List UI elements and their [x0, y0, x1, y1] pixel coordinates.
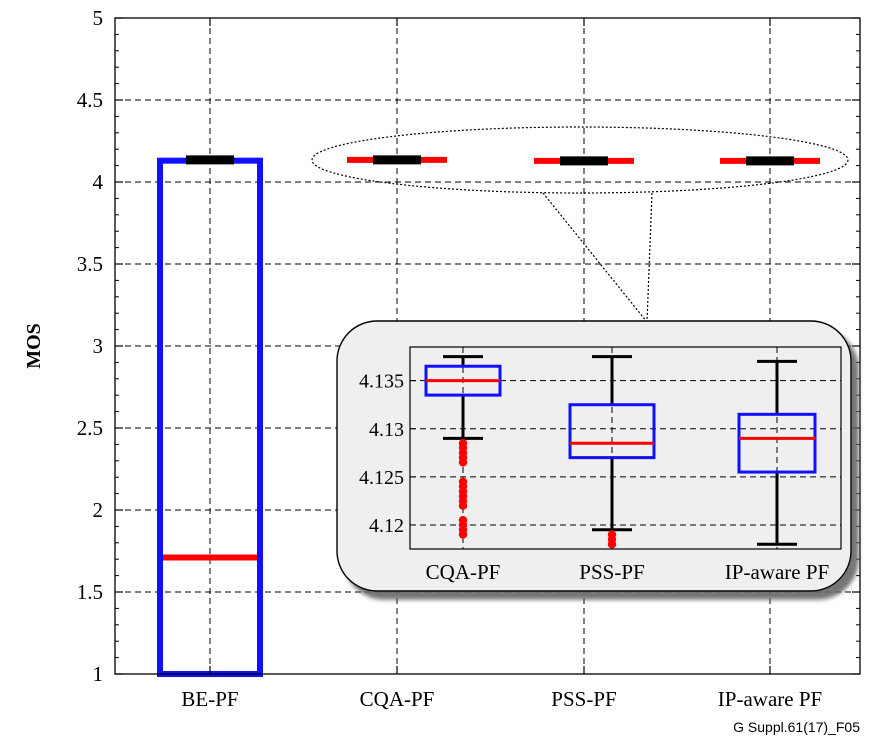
y-tick-label: 2.5	[77, 416, 103, 440]
inset-y-tick-label: 4.12	[369, 515, 404, 537]
y-tick-label: 3.5	[77, 252, 103, 276]
y-tick-label: 1.5	[77, 580, 103, 604]
inset-outlier-pss-pf	[607, 539, 617, 549]
inset-x-tick-label-ip-aware-pf: IP-aware PF	[725, 560, 829, 584]
inset-y-tick-label: 4.125	[359, 467, 404, 489]
x-tick-label-be-pf: BE-PF	[181, 687, 238, 711]
main-x-tick-labels: BE-PF CQA-PF PSS-PF IP-aware PF	[181, 687, 822, 711]
callout-line-left	[542, 192, 648, 323]
inset-y-tick-labels: 4.12 4.125 4.13 4.135	[359, 371, 404, 537]
x-tick-label-pss-pf: PSS-PF	[551, 687, 616, 711]
inset-plot-marks	[424, 355, 817, 549]
y-tick-label: 1	[93, 662, 104, 686]
y-tick-label: 5	[93, 6, 104, 30]
main-y-tick-labels: 1 1.5 2 2.5 3 3.5 4 4.5 5	[77, 6, 104, 686]
y-tick-label: 3	[93, 334, 104, 358]
inset-y-tick-label: 4.135	[359, 371, 404, 393]
main-plot-marks	[157, 155, 820, 677]
y-tick-label: 2	[93, 498, 104, 522]
callout-line-right	[646, 192, 653, 323]
figure-id-label: G Suppl.61(17)_F05	[733, 719, 860, 735]
inset-y-tick-label: 4.13	[369, 419, 404, 441]
inset-outlier-cqa-pf	[458, 501, 468, 510]
highlight-ellipse	[311, 126, 849, 194]
x-tick-label-cqa-pf: CQA-PF	[360, 687, 435, 711]
x-tick-label-ip-aware-pf: IP-aware PF	[718, 687, 822, 711]
inset-x-tick-label-pss-pf: PSS-PF	[579, 560, 644, 584]
inset-x-tick-labels: CQA-PF PSS-PF IP-aware PF	[426, 560, 830, 584]
inset-plot-frame	[409, 346, 842, 550]
y-tick-label: 4	[93, 170, 104, 194]
y-tick-label: 4.5	[77, 88, 103, 112]
box-be-pf	[157, 157, 263, 677]
y-axis-label: MOS	[23, 323, 45, 369]
inset-box-pss-pf	[568, 403, 656, 460]
main-axis-ticks	[115, 17, 860, 675]
inset-outlier-cqa-pf	[458, 530, 468, 539]
inset-box-ip-aware-pf	[737, 412, 817, 474]
inset-outlier-cqa-pf	[458, 458, 468, 467]
inset-x-tick-label-cqa-pf: CQA-PF	[426, 560, 501, 584]
